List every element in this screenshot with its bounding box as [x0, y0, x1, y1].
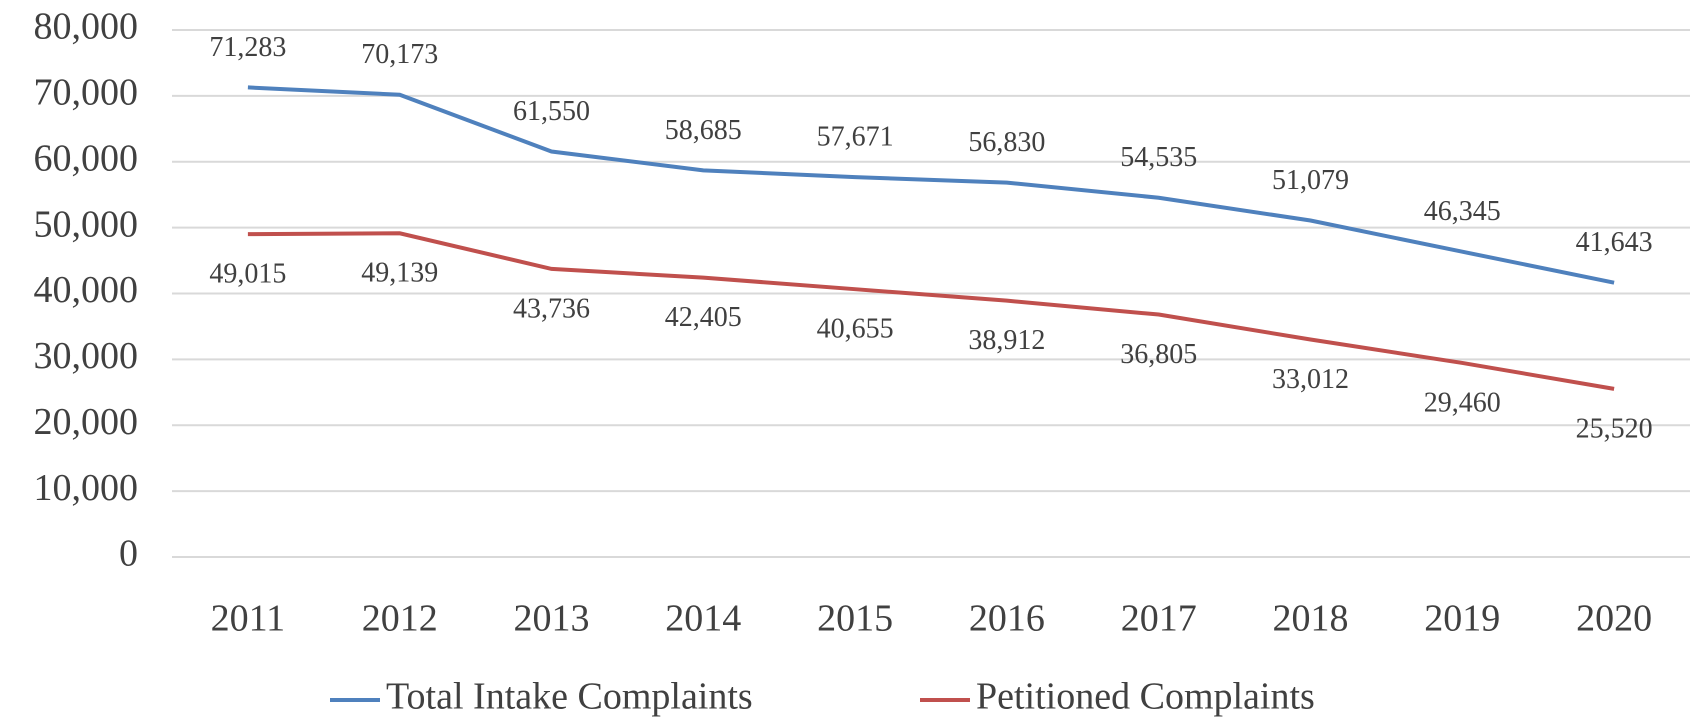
legend-label: Petitioned Complaints: [976, 676, 1315, 718]
x-tick-label: 2015: [817, 598, 893, 640]
data-label: 43,736: [513, 293, 590, 324]
data-label: 40,655: [817, 314, 894, 345]
data-label: 38,912: [968, 325, 1045, 356]
x-tick-label: 2012: [362, 598, 438, 640]
x-tick-label: 2019: [1424, 598, 1500, 640]
data-label: 56,830: [968, 127, 1045, 158]
data-label: 41,643: [1576, 227, 1653, 258]
y-tick-label: 70,000: [34, 72, 139, 114]
data-label: 36,805: [1120, 339, 1197, 370]
data-label: 49,015: [209, 259, 286, 290]
data-label: 54,535: [1120, 142, 1197, 173]
data-label: 57,671: [817, 122, 894, 153]
y-tick-label: 10,000: [34, 467, 139, 509]
y-tick-label: 80,000: [34, 6, 139, 48]
data-label: 46,345: [1424, 196, 1501, 227]
data-label: 71,283: [209, 32, 286, 63]
x-tick-label: 2016: [969, 598, 1045, 640]
data-label: 61,550: [513, 96, 590, 127]
x-tick-label: 2013: [514, 598, 590, 640]
x-tick-label: 2017: [1121, 598, 1197, 640]
x-tick-label: 2020: [1576, 598, 1652, 640]
data-label: 51,079: [1272, 165, 1349, 196]
y-tick-label: 0: [119, 533, 138, 575]
data-label: 58,685: [665, 115, 742, 146]
y-tick-label: 40,000: [34, 269, 139, 311]
y-tick-label: 20,000: [34, 401, 139, 443]
y-tick-label: 30,000: [34, 335, 139, 377]
x-tick-label: 2014: [665, 598, 741, 640]
line: [247, 85, 1615, 285]
line: [247, 231, 1615, 391]
data-label: 29,460: [1424, 387, 1501, 418]
data-label: 42,405: [665, 302, 742, 333]
legend-label: Total Intake Complaints: [386, 676, 753, 718]
data-label: 25,520: [1576, 413, 1653, 444]
data-label: 49,139: [361, 258, 438, 289]
x-tick-label: 2011: [211, 598, 286, 640]
data-label: 70,173: [361, 39, 438, 70]
y-tick-label: 50,000: [34, 203, 139, 245]
x-tick-label: 2018: [1273, 598, 1349, 640]
data-label: 33,012: [1272, 364, 1349, 395]
y-tick-label: 60,000: [34, 137, 139, 179]
